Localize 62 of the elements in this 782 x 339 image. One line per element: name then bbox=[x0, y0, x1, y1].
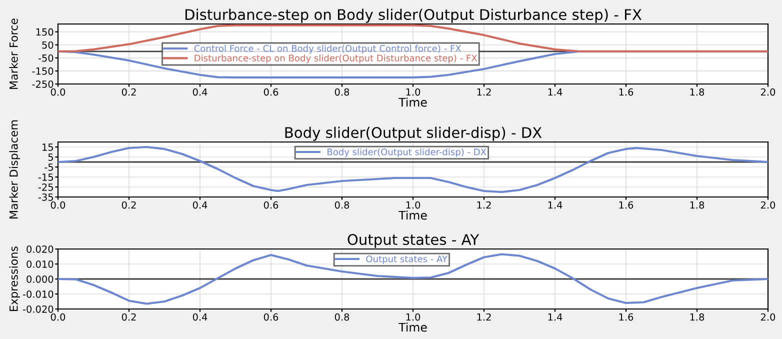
x-tick-label: 0.6 bbox=[264, 313, 278, 321]
x-tick-label: 1.8 bbox=[690, 313, 704, 321]
chart-title: Output states - AY bbox=[348, 234, 480, 248]
x-axis-title: Time bbox=[398, 210, 427, 220]
y-tick-label: -50 bbox=[38, 54, 54, 62]
x-tick-label: 1.8 bbox=[690, 201, 704, 209]
x-tick-label: 0.0 bbox=[50, 201, 66, 209]
y-axis-title: Expressions bbox=[9, 246, 20, 311]
y-tick-label: -35 bbox=[38, 193, 53, 201]
x-tick-label: 2.0 bbox=[760, 313, 776, 321]
x-tick-label: 1.0 bbox=[406, 88, 420, 96]
x-tick-label: 1.6 bbox=[619, 313, 634, 321]
y-axis-title: Marker Displacem bbox=[9, 120, 20, 218]
x-tick-label: 1.2 bbox=[477, 201, 491, 209]
y-tick-label: -0.020 bbox=[22, 305, 54, 313]
y-tick-label: 5 bbox=[48, 154, 53, 161]
x-tick-label: 0.8 bbox=[334, 88, 350, 96]
x-tick-label: 0.0 bbox=[50, 313, 66, 321]
chart-title: Disturbance-step on Body slider(Output Disturbance step) - FX bbox=[185, 8, 642, 23]
y-tick-label: 15 bbox=[42, 144, 53, 151]
x-tick-label: 0.8 bbox=[334, 201, 350, 209]
x-tick-label: 0.8 bbox=[334, 313, 350, 321]
legend-label: Disturbance-step on Body slider(Output Disturbance step) - FX bbox=[194, 54, 478, 64]
x-tick-label: 1.0 bbox=[406, 201, 420, 209]
x-tick-label: 1.2 bbox=[477, 88, 491, 96]
y-tick-label: -5 bbox=[44, 164, 53, 171]
y-tick-label: 0.010 bbox=[26, 260, 54, 268]
x-tick-label: 0.6 bbox=[264, 201, 278, 209]
x-tick-label: 1.2 bbox=[477, 313, 491, 321]
x-tick-label: 0.4 bbox=[192, 313, 208, 321]
x-tick-label: 0.4 bbox=[192, 201, 208, 209]
y-tick-label: -150 bbox=[32, 67, 54, 75]
y-tick-label: 50 bbox=[42, 41, 54, 49]
y-tick-label: 0.020 bbox=[26, 245, 54, 253]
y-tick-label: -250 bbox=[32, 80, 54, 88]
y-tick-label: 150 bbox=[36, 28, 54, 36]
legend-label: Body slider(Output slider-disp) - DX bbox=[328, 148, 486, 158]
x-tick-label: 1.4 bbox=[548, 201, 562, 209]
y-tick-label: -25 bbox=[38, 183, 53, 191]
x-tick-label: 1.4 bbox=[548, 88, 562, 96]
x-tick-label: 1.6 bbox=[619, 201, 634, 209]
y-tick-label: -0.010 bbox=[22, 290, 54, 298]
x-tick-label: 2.0 bbox=[760, 201, 776, 209]
x-tick-label: 1.8 bbox=[690, 88, 704, 96]
x-tick-label: 1.4 bbox=[548, 313, 562, 321]
x-tick-label: 0.2 bbox=[122, 201, 136, 209]
x-tick-label: 0.0 bbox=[50, 88, 66, 96]
x-axis-title: Time bbox=[398, 322, 427, 332]
legend-label: Control Force - CL on Body slider(Output Control force) - FX bbox=[194, 44, 462, 54]
y-tick-label: -15 bbox=[38, 174, 53, 181]
x-tick-label: 0.2 bbox=[122, 88, 136, 96]
x-axis-title: Time bbox=[398, 98, 427, 107]
x-tick-label: 0.4 bbox=[192, 88, 208, 96]
x-tick-label: 1.6 bbox=[619, 88, 634, 96]
x-tick-label: 2.0 bbox=[760, 88, 776, 96]
x-tick-label: 0.2 bbox=[122, 313, 136, 321]
chart-title: Body slider(Output slider-disp) - DX bbox=[285, 126, 542, 141]
x-tick-label: 1.0 bbox=[406, 313, 420, 321]
y-axis-title: Marker Force bbox=[9, 18, 18, 89]
x-tick-label: 0.6 bbox=[264, 88, 278, 96]
legend-label: Output states - AY bbox=[366, 255, 448, 264]
y-tick-label: 0.000 bbox=[26, 275, 54, 283]
